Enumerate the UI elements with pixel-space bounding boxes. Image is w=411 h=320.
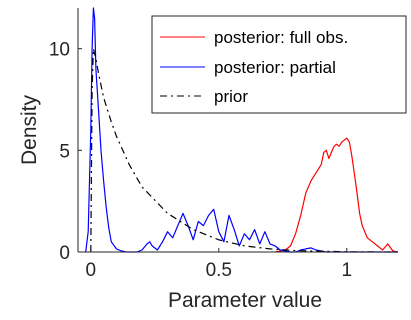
y-axis-title: Density <box>18 94 41 165</box>
x-tick-label: 1 <box>342 260 353 281</box>
y-tick-label: 5 <box>59 141 70 162</box>
series-line-0 <box>274 137 399 253</box>
y-tick-label: 10 <box>49 40 70 61</box>
legend-label-full: posterior: full obs. <box>214 28 348 47</box>
legend: posterior: full obs. posterior: partial … <box>151 15 407 114</box>
legend-box <box>151 15 407 114</box>
legend-label-partial: posterior: partial <box>214 58 336 77</box>
x-axis-title: Parameter value <box>168 289 322 312</box>
x-tick-label: 0 <box>86 260 97 281</box>
x-tick-label: 0.5 <box>206 260 232 281</box>
y-tick-label: 0 <box>59 243 70 264</box>
series-layer <box>85 7 399 253</box>
series-line-1 <box>85 7 398 253</box>
legend-label-prior: prior <box>214 87 248 106</box>
